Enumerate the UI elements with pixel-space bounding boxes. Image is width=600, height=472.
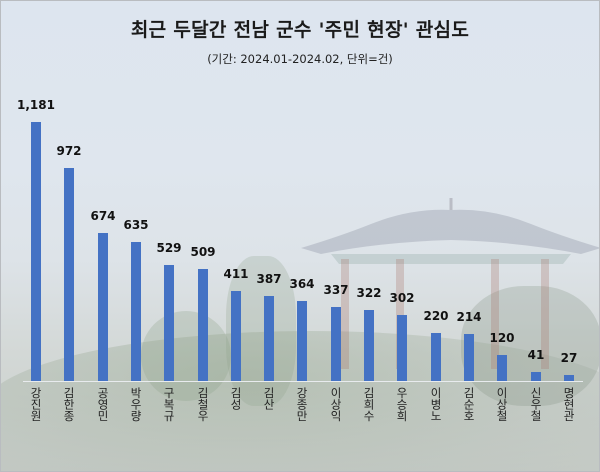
chart-subtitle: (기간: 2024.01-2024.02, 단위=건) (207, 52, 393, 66)
data-label: 1,181 (17, 98, 55, 112)
category-label: 김한종 (62, 387, 76, 422)
category-label: 강진원 (29, 387, 43, 422)
bar (531, 372, 541, 381)
data-label: 972 (56, 144, 82, 158)
category-label: 구복규 (162, 387, 176, 422)
data-label: 220 (423, 309, 449, 323)
category-label: 명현관 (562, 387, 576, 422)
category-label: 김희수 (362, 387, 376, 422)
bar (564, 375, 574, 381)
category-label: 신우철 (529, 387, 543, 422)
category-label: 김순호 (462, 387, 476, 422)
data-label: 337 (323, 283, 349, 297)
bar (431, 333, 441, 381)
bar (297, 301, 307, 381)
category-label: 이상익 (329, 387, 343, 422)
bar (397, 315, 407, 381)
category-label: 공영민 (96, 387, 110, 422)
data-label: 27 (560, 351, 578, 365)
category-label: 김성 (229, 387, 243, 410)
bar (98, 233, 108, 381)
category-label: 김철우 (196, 387, 210, 422)
chart-title: 최근 두달간 전남 군수 '주민 현장' 관심도 (130, 19, 470, 41)
category-label: 김산 (262, 387, 276, 410)
data-label: 364 (289, 277, 315, 291)
category-label: 이상철 (495, 387, 509, 422)
data-label: 322 (356, 286, 382, 300)
data-label: 387 (256, 272, 282, 286)
bar (364, 310, 374, 381)
data-label: 411 (223, 267, 249, 281)
bar (497, 355, 507, 381)
category-label: 이병노 (429, 387, 443, 422)
x-axis-line (23, 381, 583, 382)
data-label: 302 (389, 291, 415, 305)
bar (198, 269, 208, 381)
data-label: 214 (456, 310, 482, 324)
bar (164, 265, 174, 381)
bar (231, 291, 241, 381)
data-label: 509 (190, 245, 216, 259)
bar (31, 122, 41, 381)
data-label: 635 (123, 218, 149, 232)
data-label: 41 (527, 348, 545, 362)
category-label: 우승희 (395, 387, 409, 422)
bar (264, 296, 274, 381)
category-label: 강종만 (295, 387, 309, 422)
data-label: 674 (90, 209, 116, 223)
data-label: 529 (156, 241, 182, 255)
bar (64, 168, 74, 381)
bar (131, 242, 141, 381)
data-label: 120 (489, 331, 515, 345)
bar (331, 307, 341, 381)
category-label: 박우량 (129, 387, 143, 422)
bar (464, 334, 474, 381)
